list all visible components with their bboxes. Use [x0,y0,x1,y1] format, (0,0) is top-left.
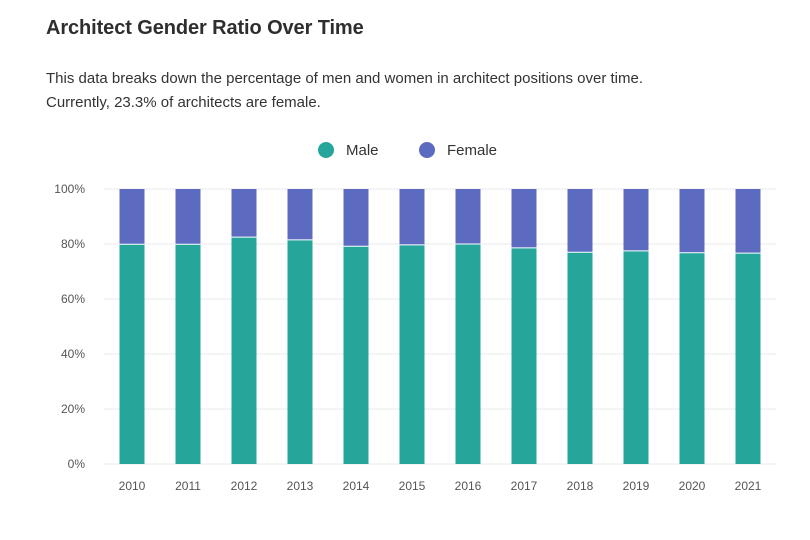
x-tick-label: 2014 [343,479,370,493]
bar-male[interactable] [287,239,313,464]
x-tick-label: 2017 [511,479,538,493]
bar-female[interactable] [511,189,537,248]
x-tick-label: 2020 [679,479,706,493]
legend-item-female[interactable]: Female [419,138,497,162]
y-tick-label: 80% [61,237,85,251]
y-tick-label: 100% [54,182,85,196]
bar-female[interactable] [175,189,201,245]
bar-male[interactable] [343,246,369,464]
x-tick-label: 2018 [567,479,594,493]
y-tick-label: 0% [68,457,86,471]
x-tick-label: 2012 [231,479,258,493]
y-tick-label: 60% [61,292,85,306]
bar-male[interactable] [119,244,145,464]
bar-female[interactable] [399,189,425,245]
x-tick-label: 2015 [399,479,426,493]
bar-female[interactable] [231,189,257,238]
bar-female[interactable] [119,189,145,245]
legend-female-swatch-icon [419,142,435,158]
bar-female[interactable] [287,189,313,240]
bar-male[interactable] [511,247,537,464]
bar-female[interactable] [623,189,649,251]
bar-female[interactable] [455,189,481,244]
bar-male[interactable] [567,252,593,464]
bar-female[interactable] [567,189,593,253]
bar-female[interactable] [679,189,705,253]
y-tick-label: 40% [61,347,85,361]
x-tick-label: 2016 [455,479,482,493]
bar-male[interactable] [455,244,481,464]
x-tick-label: 2019 [623,479,650,493]
bar-male[interactable] [175,244,201,464]
bar-male[interactable] [623,250,649,464]
y-tick-label: 20% [61,402,85,416]
chart-legend: Male Female [0,138,810,162]
chart-title: Architect Gender Ratio Over Time [46,17,364,39]
bar-female[interactable] [735,189,761,254]
x-tick-label: 2021 [735,479,762,493]
legend-male-label: Male [346,141,379,159]
bar-male[interactable] [679,252,705,464]
bar-female[interactable] [343,189,369,247]
bar-male[interactable] [231,237,257,464]
legend-male-swatch-icon [318,142,334,158]
chart-subtitle: This data breaks down the percentage of … [46,70,643,111]
x-tick-label: 2010 [119,479,146,493]
bar-male[interactable] [735,253,761,464]
bar-male[interactable] [399,244,425,464]
legend-item-male[interactable]: Male [318,138,379,162]
legend-female-label: Female [447,141,498,159]
x-tick-label: 2013 [287,479,314,493]
x-tick-label: 2011 [175,479,201,493]
